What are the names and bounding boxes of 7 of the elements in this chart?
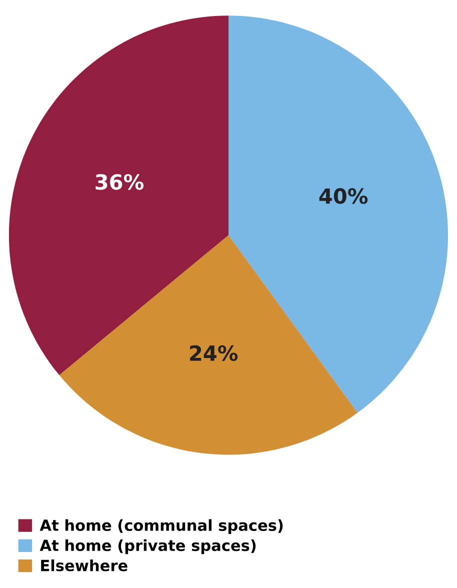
legend-label: Elsewhere (41, 559, 128, 572)
data-label: 40% (319, 188, 368, 204)
data-label: 36% (96, 174, 144, 190)
legend-label: At home (communal spaces) (40, 519, 283, 534)
legend-label: At home (private spaces) (40, 539, 256, 554)
pie-slice (59, 235, 358, 455)
data-label: 24% (190, 345, 238, 362)
